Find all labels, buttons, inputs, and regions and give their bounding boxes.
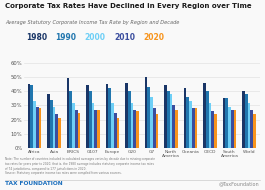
Bar bbox=[72, 103, 75, 148]
Text: Note: The number of countries included in calculated averages varies by decade d: Note: The number of countries included i… bbox=[5, 157, 155, 175]
Bar bbox=[150, 97, 153, 148]
Bar bbox=[33, 101, 36, 148]
Bar bbox=[206, 91, 209, 148]
Bar bbox=[136, 111, 139, 148]
Bar bbox=[39, 108, 41, 148]
Bar bbox=[186, 97, 189, 148]
Bar bbox=[233, 110, 236, 148]
Bar bbox=[47, 94, 50, 148]
Bar bbox=[231, 110, 233, 148]
Bar bbox=[94, 110, 97, 148]
Bar bbox=[253, 114, 256, 148]
Bar bbox=[89, 91, 92, 148]
Bar bbox=[92, 103, 94, 148]
Bar bbox=[75, 110, 78, 148]
Bar bbox=[108, 88, 111, 148]
Bar bbox=[50, 100, 53, 148]
Text: 2010: 2010 bbox=[114, 33, 135, 42]
Bar bbox=[78, 112, 80, 148]
Bar bbox=[58, 118, 61, 148]
Bar bbox=[248, 103, 250, 148]
Text: Average Statutory Corporate Income Tax Rate by Region and Decade: Average Statutory Corporate Income Tax R… bbox=[5, 20, 180, 25]
Bar bbox=[145, 77, 147, 148]
Text: 1980: 1980 bbox=[26, 33, 48, 42]
Bar bbox=[97, 110, 100, 148]
Text: 2020: 2020 bbox=[143, 33, 164, 42]
Text: TAX FOUNDATION: TAX FOUNDATION bbox=[5, 181, 63, 186]
Bar bbox=[170, 94, 172, 148]
Bar bbox=[36, 107, 39, 148]
Text: 1990: 1990 bbox=[56, 33, 77, 42]
Bar bbox=[153, 108, 156, 148]
Bar bbox=[156, 114, 158, 148]
Bar bbox=[250, 110, 253, 148]
Bar bbox=[172, 105, 175, 148]
Bar bbox=[114, 112, 117, 148]
Bar bbox=[55, 114, 58, 148]
Bar bbox=[133, 110, 136, 148]
Bar bbox=[245, 94, 248, 148]
Bar bbox=[164, 86, 167, 148]
Bar bbox=[167, 91, 170, 148]
Bar bbox=[128, 91, 131, 148]
Bar bbox=[211, 111, 214, 148]
Bar bbox=[175, 110, 178, 148]
Bar bbox=[28, 84, 30, 148]
Bar bbox=[184, 88, 186, 148]
Bar bbox=[189, 101, 192, 148]
Bar bbox=[147, 87, 150, 148]
Bar bbox=[69, 91, 72, 148]
Bar bbox=[53, 107, 55, 148]
Bar bbox=[86, 86, 89, 148]
Bar bbox=[226, 98, 228, 148]
Bar bbox=[214, 114, 217, 148]
Bar bbox=[30, 86, 33, 148]
Bar bbox=[223, 98, 226, 148]
Bar bbox=[131, 103, 133, 148]
Bar bbox=[125, 83, 128, 148]
Text: 2000: 2000 bbox=[85, 33, 106, 42]
Bar bbox=[195, 108, 197, 148]
Bar bbox=[203, 83, 206, 148]
Bar bbox=[242, 91, 245, 148]
Bar bbox=[106, 84, 108, 148]
Bar bbox=[117, 118, 119, 148]
Bar bbox=[192, 108, 195, 148]
Bar bbox=[67, 78, 69, 148]
Bar bbox=[209, 103, 211, 148]
Bar bbox=[228, 107, 231, 148]
Text: Corporate Tax Rates Have Declined in Every Region over Time: Corporate Tax Rates Have Declined in Eve… bbox=[5, 3, 252, 9]
Text: @TaxFoundation: @TaxFoundation bbox=[219, 181, 260, 186]
Bar bbox=[111, 103, 114, 148]
